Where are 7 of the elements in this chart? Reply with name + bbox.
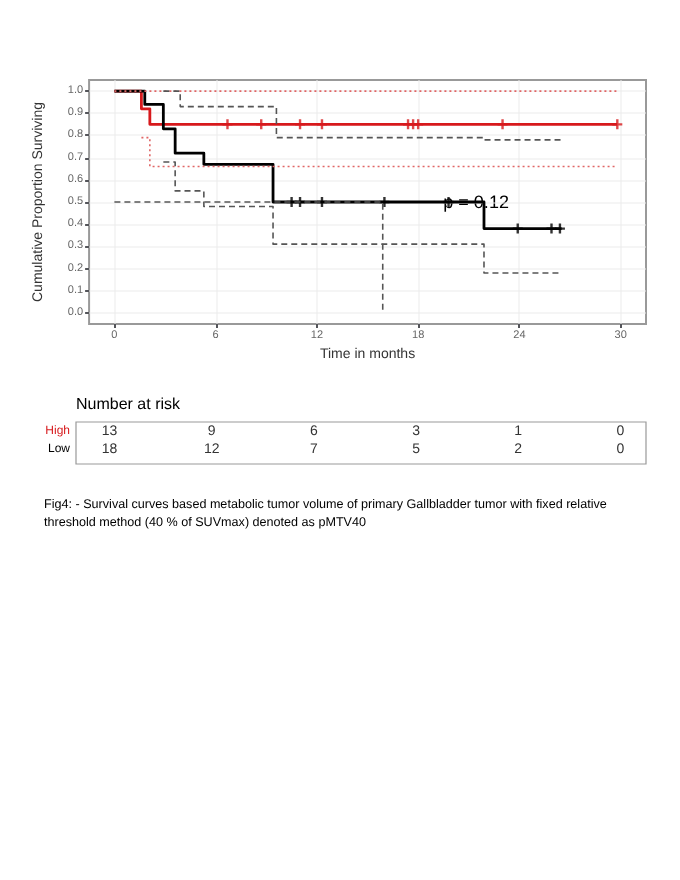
text: Number at risk: [76, 395, 183, 413]
point: [496, 118, 509, 131]
point: [378, 195, 391, 209]
point: [315, 118, 329, 131]
point: [511, 222, 524, 235]
point: [293, 118, 307, 131]
point: [221, 118, 234, 131]
